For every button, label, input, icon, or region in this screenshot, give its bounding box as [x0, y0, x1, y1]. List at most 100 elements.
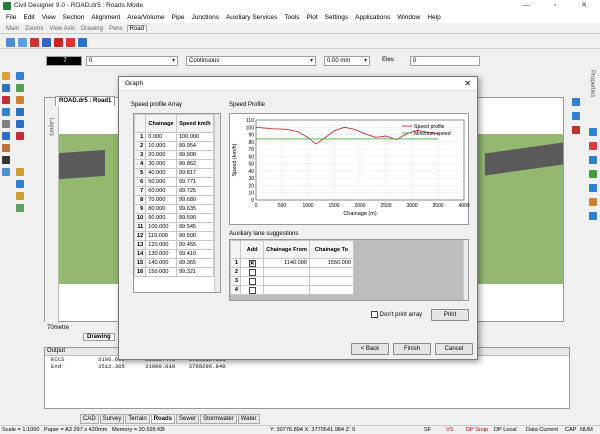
- arc-icon[interactable]: [589, 128, 597, 136]
- delete-point-icon[interactable]: [30, 38, 39, 47]
- width-select[interactable]: 0.00 mm: [324, 56, 370, 66]
- linetype-select[interactable]: Continuous: [186, 56, 316, 66]
- cross-icon[interactable]: [54, 38, 63, 47]
- aux-lane-table[interactable]: Add Chainage From Chainage To 1 1140.0001…: [229, 239, 469, 301]
- close-icon[interactable]: [66, 38, 75, 47]
- menu-help[interactable]: Help: [427, 14, 441, 21]
- aux-cell-from[interactable]: [263, 285, 310, 295]
- move-point-icon[interactable]: [42, 38, 51, 47]
- pipe-icon[interactable]: [16, 180, 24, 188]
- point-icon[interactable]: [2, 108, 10, 116]
- tab-main[interactable]: Main: [6, 25, 20, 32]
- cell-speed[interactable]: 99.771: [175, 177, 215, 187]
- terrain-icon[interactable]: [16, 84, 24, 92]
- draw-icon[interactable]: [2, 144, 10, 152]
- table-row[interactable]: 14 130.000 99.410: [134, 249, 215, 259]
- select-icon[interactable]: [2, 84, 10, 92]
- table-row[interactable]: 2 10.000 99.954: [134, 141, 215, 151]
- table-row[interactable]: 12 110.000 99.500: [134, 231, 215, 241]
- zoom-icon[interactable]: [2, 168, 10, 176]
- profile-icon[interactable]: [16, 96, 24, 104]
- cell-speed[interactable]: 99.500: [175, 231, 215, 241]
- cell-speed[interactable]: 99.908: [175, 150, 215, 160]
- volume-icon[interactable]: [16, 204, 24, 212]
- menu-plot[interactable]: Plot: [306, 14, 318, 21]
- properties-panel-label[interactable]: Properties: [589, 70, 595, 98]
- table-row[interactable]: 16 150.000 99.321: [134, 267, 215, 277]
- menu-area-volume[interactable]: Area/Volume: [127, 14, 165, 21]
- cell-speed[interactable]: 99.365: [175, 258, 215, 268]
- tab-water[interactable]: Water: [237, 414, 260, 424]
- status-dp-snap[interactable]: DP Snap: [466, 427, 489, 433]
- menu-file[interactable]: File: [6, 14, 17, 21]
- road-icon[interactable]: [16, 120, 24, 128]
- dont-print-checkbox[interactable]: [371, 311, 378, 318]
- layer-icon[interactable]: [2, 132, 10, 140]
- spline-icon[interactable]: [589, 170, 597, 178]
- erase-icon[interactable]: [572, 126, 580, 134]
- table-row[interactable]: 10 90.000 99.590: [134, 213, 215, 223]
- aux-scrollbar[interactable]: [463, 240, 468, 300]
- hatch-icon[interactable]: [589, 184, 597, 192]
- status-sf[interactable]: SF: [424, 427, 432, 433]
- aux-row[interactable]: 3: [230, 276, 354, 286]
- aux-cell-from[interactable]: 1140.000: [263, 258, 310, 268]
- aux-add-checkbox[interactable]: [248, 286, 256, 294]
- cell-chainage[interactable]: 110.000: [145, 231, 177, 241]
- table-row[interactable]: 4 30.000 99.862: [134, 159, 215, 169]
- cell-chainage[interactable]: 0.000: [145, 132, 177, 142]
- cell-chainage[interactable]: 40.000: [145, 168, 177, 178]
- table-row[interactable]: 13 120.000 99.455: [134, 240, 215, 250]
- table-row[interactable]: 1 0.000 100.000: [134, 132, 215, 142]
- menu-view[interactable]: View: [41, 14, 56, 21]
- status-dp-local[interactable]: DP Local: [494, 427, 517, 433]
- cell-chainage[interactable]: 60.000: [145, 186, 177, 196]
- cell-speed[interactable]: 99.817: [175, 168, 215, 178]
- print-button[interactable]: Print: [431, 309, 469, 321]
- cell-chainage[interactable]: 130.000: [145, 249, 177, 259]
- table-row[interactable]: 8 70.000 99.680: [134, 195, 215, 205]
- cell-chainage[interactable]: 90.000: [145, 213, 177, 223]
- menu-tools[interactable]: Tools: [284, 14, 300, 21]
- drawing-tab[interactable]: Drawing: [83, 333, 115, 341]
- menu-edit[interactable]: Edit: [23, 14, 35, 21]
- add-road-icon[interactable]: [18, 38, 27, 47]
- aux-cell-from[interactable]: [263, 276, 310, 286]
- circle-icon[interactable]: [589, 142, 597, 150]
- ruler-icon[interactable]: [2, 120, 10, 128]
- move-icon[interactable]: [78, 38, 87, 47]
- tab-roads[interactable]: Roads: [150, 414, 176, 424]
- rect-icon[interactable]: [589, 156, 597, 164]
- aux-cell-to[interactable]: 1550.000: [309, 258, 354, 268]
- status-data-current[interactable]: Data Current: [526, 427, 559, 433]
- cell-speed[interactable]: 99.862: [175, 159, 215, 169]
- menu-auxiliary-services[interactable]: Auxiliary Services: [225, 14, 278, 21]
- table-scrollbar[interactable]: [214, 114, 220, 292]
- tab-sewer[interactable]: Sewer: [176, 414, 200, 424]
- cell-speed[interactable]: 99.680: [175, 195, 215, 205]
- cell-chainage[interactable]: 150.000: [145, 267, 177, 277]
- table-row[interactable]: 9 80.000 99.635: [134, 204, 215, 214]
- aux-cell-to[interactable]: [309, 267, 354, 277]
- layers-side-panel[interactable]: Layers: [45, 98, 59, 323]
- menu-settings[interactable]: Settings: [324, 14, 349, 21]
- finish-button[interactable]: Finish: [393, 343, 431, 355]
- cell-chainage[interactable]: 140.000: [145, 258, 177, 268]
- tab-view-axis[interactable]: View Axis: [49, 25, 75, 32]
- cell-chainage[interactable]: 20.000: [145, 150, 177, 160]
- menu-alignment[interactable]: Alignment: [91, 14, 121, 21]
- dimension-icon[interactable]: [589, 212, 597, 220]
- aux-cell-to[interactable]: [309, 276, 354, 286]
- cancel-button[interactable]: Cancel: [435, 343, 473, 355]
- tab-survey[interactable]: Survey: [99, 414, 125, 424]
- color-field[interactable]: 7: [46, 56, 82, 66]
- tab-stormwater[interactable]: Stormwater: [200, 414, 237, 424]
- section-icon[interactable]: [16, 108, 24, 116]
- text-icon[interactable]: [2, 156, 10, 164]
- cell-chainage[interactable]: 70.000: [145, 195, 177, 205]
- aux-row[interactable]: 4: [230, 285, 354, 295]
- survey-icon[interactable]: [16, 192, 24, 200]
- cell-chainage[interactable]: 120.000: [145, 240, 177, 250]
- tab-drawing[interactable]: Drawing: [80, 25, 103, 32]
- table-row[interactable]: 15 140.000 99.365: [134, 258, 215, 268]
